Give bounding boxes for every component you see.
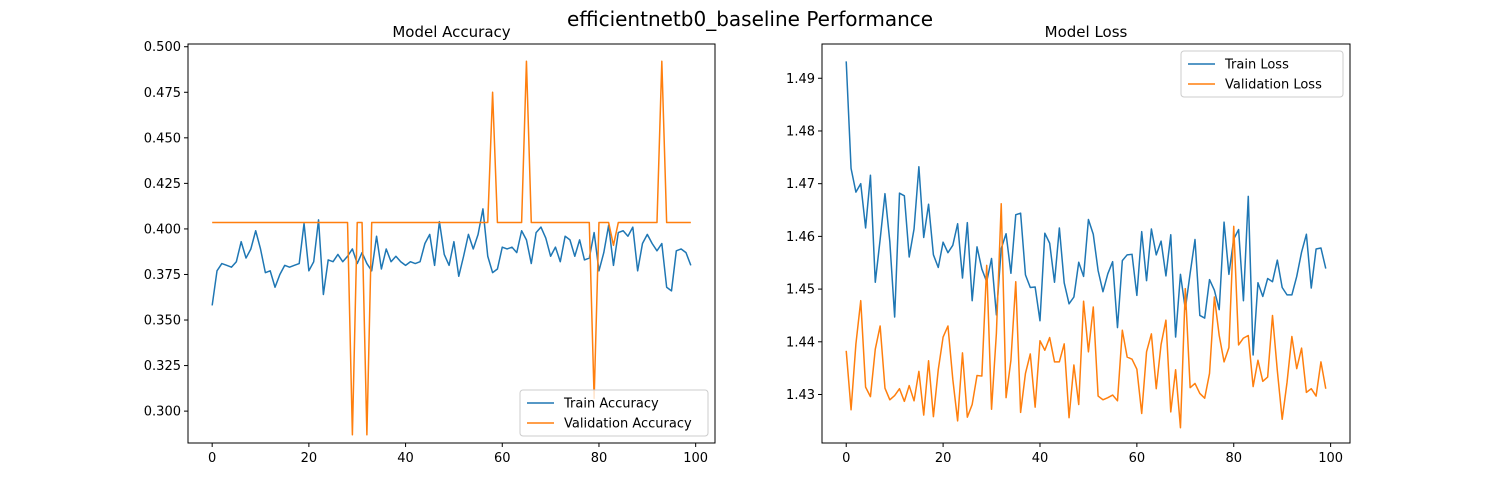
accuracy-ytick-label: 0.325 (144, 359, 181, 374)
accuracy-legend-label-0: Train Accuracy (563, 397, 659, 412)
loss-legend: Train Loss Validation Loss (1180, 50, 1344, 98)
accuracy-ytick-label: 0.375 (144, 268, 181, 283)
loss-panel: Model Loss 0 20 40 60 80 100 1.43 1.44 1.45 1.46 1.… (786, 23, 1351, 466)
accuracy-axes-frame (187, 43, 716, 444)
loss-xtick-label: 20 (935, 451, 952, 466)
accuracy-ytick-label: 0.400 (144, 222, 181, 237)
loss-ytick-label: 1.44 (786, 335, 815, 350)
loss-ytick-label: 1.48 (786, 124, 815, 139)
loss-legend-label-1: Validation Loss (1225, 78, 1322, 93)
loss-series-0-line (845, 61, 1327, 356)
loss-legend-label-0: Train Loss (1224, 58, 1289, 73)
loss-axes-frame (821, 43, 1351, 444)
accuracy-title: Model Accuracy (392, 23, 510, 41)
accuracy-ytick-label: 0.450 (144, 131, 181, 146)
accuracy-ytick-label: 0.300 (144, 405, 181, 420)
loss-xtick-label: 60 (1129, 451, 1146, 466)
accuracy-xtick-label: 20 (301, 451, 318, 466)
loss-series-1-line (845, 202, 1327, 429)
accuracy-legend-box (519, 389, 709, 437)
loss-ytick-label: 1.43 (786, 388, 815, 403)
accuracy-series-1-line (212, 60, 691, 436)
figure-title: efficientnetb0_baseline Performance (567, 7, 933, 31)
loss-legend-box (1180, 50, 1344, 98)
accuracy-ytick-label: 0.350 (144, 314, 181, 329)
accuracy-ytick-label: 0.500 (144, 40, 181, 55)
accuracy-xtick-label: 100 (683, 451, 708, 466)
loss-ytick-label: 1.45 (786, 283, 815, 298)
loss-ytick-label: 1.49 (786, 72, 815, 87)
loss-ytick-label: 1.46 (786, 230, 815, 245)
accuracy-xtick-label: 0 (208, 451, 216, 466)
accuracy-xtick-label: 80 (591, 451, 608, 466)
accuracy-xtick-label: 40 (397, 451, 414, 466)
loss-ytick-label: 1.47 (786, 177, 815, 192)
loss-xtick-label: 100 (1318, 451, 1343, 466)
accuracy-ytick-label: 0.425 (144, 177, 181, 192)
accuracy-panel: Model Accuracy 0 20 40 60 80 100 0.300 0.325 0.35… (144, 23, 716, 466)
accuracy-legend: Train Accuracy Validation Accuracy (519, 389, 709, 437)
loss-xtick-label: 80 (1225, 451, 1242, 466)
accuracy-legend-label-1: Validation Accuracy (564, 417, 692, 432)
accuracy-ytick-label: 0.475 (144, 86, 181, 101)
loss-xtick-label: 40 (1032, 451, 1049, 466)
accuracy-xtick-label: 60 (494, 451, 511, 466)
accuracy-series-0-line (211, 208, 692, 306)
loss-xtick-label: 0 (842, 451, 850, 466)
loss-title: Model Loss (1045, 23, 1128, 41)
